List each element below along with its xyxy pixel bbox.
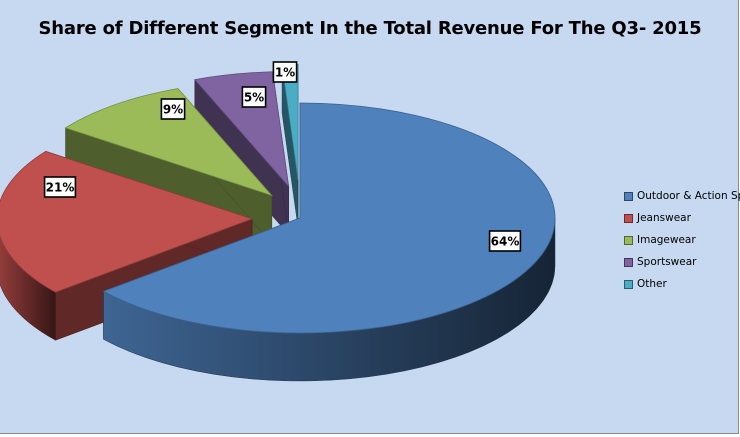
- data-label: 9%: [160, 98, 186, 120]
- legend-swatch: [624, 213, 633, 223]
- data-label-text: 21%: [46, 181, 75, 195]
- data-label-box: [43, 176, 77, 198]
- data-label: 64%: [488, 230, 522, 252]
- data-label: 1%: [272, 61, 298, 83]
- legend-item: Jeanswear: [624, 207, 740, 229]
- data-label-text: 1%: [275, 66, 295, 80]
- slice-top: [64, 88, 274, 197]
- pie-slice: [102, 102, 556, 382]
- chart-title: Share of Different Segment In the Total …: [38, 18, 702, 39]
- legend-item: Imagewear: [624, 229, 740, 251]
- legend-swatch: [624, 191, 633, 201]
- data-label-box: [272, 61, 298, 83]
- data-label-box: [160, 98, 186, 120]
- data-label: 5%: [241, 86, 267, 108]
- legend-swatch: [624, 235, 633, 245]
- legend-item: Sportswear: [624, 251, 740, 273]
- data-label-box: [241, 86, 267, 108]
- legend-item: Outdoor & Action Spo: [624, 185, 740, 207]
- legend-label: Other: [637, 278, 667, 290]
- legend-label: Imagewear: [637, 234, 696, 246]
- legend-swatch: [624, 279, 633, 289]
- legend-label: Outdoor & Action Spo: [637, 190, 740, 202]
- data-label-text: 9%: [163, 103, 183, 117]
- data-label-box: [488, 230, 522, 252]
- legend-label: Jeanswear: [637, 212, 691, 224]
- legend-item: Other: [624, 273, 740, 295]
- data-label-text: 64%: [491, 235, 520, 249]
- slice-top: [102, 102, 556, 334]
- legend-swatch: [624, 257, 633, 267]
- data-label: 21%: [43, 176, 77, 198]
- legend-label: Sportswear: [637, 256, 697, 268]
- data-label-text: 5%: [244, 91, 264, 105]
- legend: Outdoor & Action Spo Jeanswear Imagewear…: [624, 185, 740, 295]
